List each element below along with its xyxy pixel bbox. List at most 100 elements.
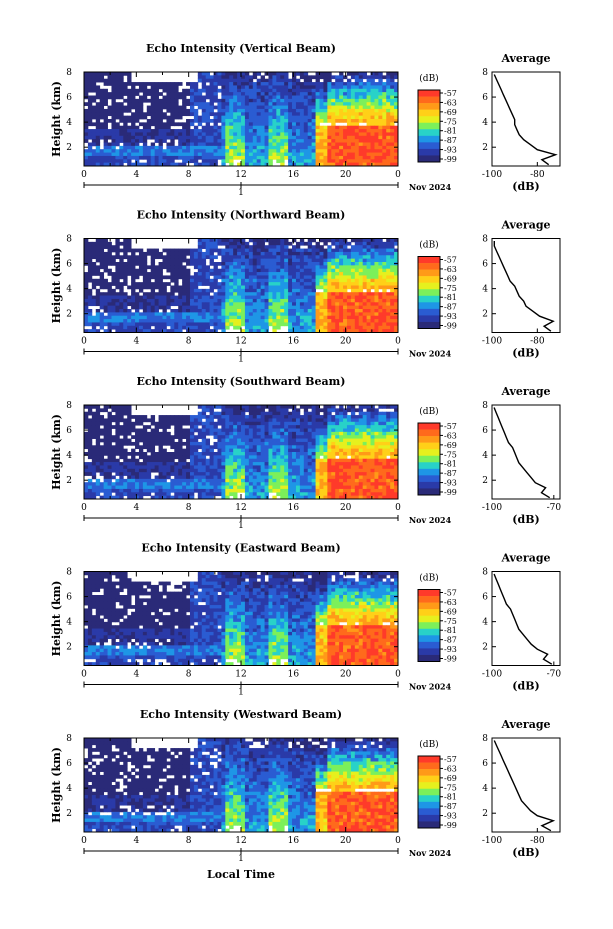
heatmap-cell [350,245,356,249]
heatmap-cell [299,162,305,167]
heatmap-cell [95,322,101,327]
heatmap-cell [323,115,328,120]
heatmap-cell [213,415,218,419]
heatmap-cell [115,72,120,76]
heatmap-cell [284,408,289,413]
heatmap-cell [374,408,379,413]
heatmap-cell [221,155,226,160]
heatmap-cell [311,152,316,157]
heatmap-cell [107,75,112,80]
heatmap-cell [366,309,371,313]
heatmap-cell [303,82,309,86]
heatmap-cell [209,142,214,147]
heatmap-cell [91,329,97,333]
heatmap-cell [205,305,211,310]
heatmap-cell [248,78,254,83]
heatmap-cell [91,115,97,120]
heatmap-cell [335,129,340,133]
heatmap-cell [150,268,156,273]
avg-y-tick-label: 4 [482,118,488,128]
heatmap-cell [138,329,144,333]
heatmap-cell [264,159,269,164]
heatmap-cell [335,435,340,439]
heatmap-cell [123,122,128,127]
heatmap-cell [292,265,297,270]
heatmap-cell [178,255,183,260]
heatmap-cell [252,238,258,243]
heatmap-cell [374,92,379,96]
heatmap-cell [370,75,375,80]
heatmap-cell [252,329,258,333]
heatmap-cell [315,305,320,310]
heatmap-cell [260,265,265,270]
heatmap-cell [311,255,316,260]
heatmap-cell [378,268,383,273]
heatmap-cell [197,98,203,103]
heatmap-cell [303,282,309,286]
heatmap-cell [248,142,254,147]
heatmap-cell [146,129,152,133]
heatmap-cell [288,302,293,307]
heatmap-cell [201,322,207,327]
heatmap-cell [103,159,108,164]
heatmap-cell [213,82,218,86]
heatmap-cell [205,142,211,147]
heatmap-cell [135,295,140,300]
heatmap-cell [178,105,183,110]
heatmap-cell [350,95,356,100]
heatmap-cell [370,302,375,307]
heatmap-cell [197,312,203,317]
heatmap-cell [170,415,175,419]
heatmap-cell [272,309,277,313]
heatmap-cell [221,88,226,93]
heatmap-cell [229,102,234,106]
heatmap-cell [248,112,254,117]
heatmap-cell [225,319,230,323]
heatmap-cell [166,82,171,86]
heatmap-cell [280,312,285,317]
heatmap-cell [366,268,371,273]
heatmap-cell [182,302,187,307]
heatmap-cell [182,142,187,147]
heatmap-cell [193,438,199,443]
heatmap-cell [95,92,101,96]
heatmap-cell [386,119,391,123]
heatmap-cell [193,108,199,113]
heatmap-cell [276,425,281,429]
heatmap-cell [366,119,371,123]
heatmap-cell [111,139,116,143]
heatmap-cell [95,411,101,416]
heatmap-cell [244,248,250,253]
heatmap-cell [150,438,156,443]
heatmap-cell [233,319,238,323]
heatmap-cell [346,82,352,86]
heatmap-cell [280,238,285,243]
heatmap-cell [138,105,144,110]
heatmap-cell [131,265,136,270]
heatmap-cell [229,245,234,249]
heatmap-cell [354,139,360,143]
heatmap-cell [91,295,97,300]
heatmap-cell [268,115,273,120]
heatmap-cell [107,292,112,296]
heatmap-cell [280,95,285,100]
heatmap-cell [248,262,254,266]
heatmap-cell [248,82,254,86]
heatmap-cell [252,431,258,436]
heatmap-cell [197,302,203,307]
heatmap-cell [331,329,336,333]
heatmap-cell [213,315,218,320]
heatmap-cell [146,285,152,290]
heatmap-cell [366,425,371,429]
heatmap-cell [346,282,352,286]
heatmap-cell [264,319,269,323]
heatmap-cell [323,268,328,273]
avg-x-label: (dB) [512,180,539,193]
heatmap-cell [248,292,254,296]
heatmap-cell [91,405,97,409]
heatmap-cell [150,162,156,167]
heatmap-cell [264,282,269,286]
heatmap-cell [189,302,195,307]
heatmap-cell [354,251,360,256]
heatmap-cell [264,135,269,140]
